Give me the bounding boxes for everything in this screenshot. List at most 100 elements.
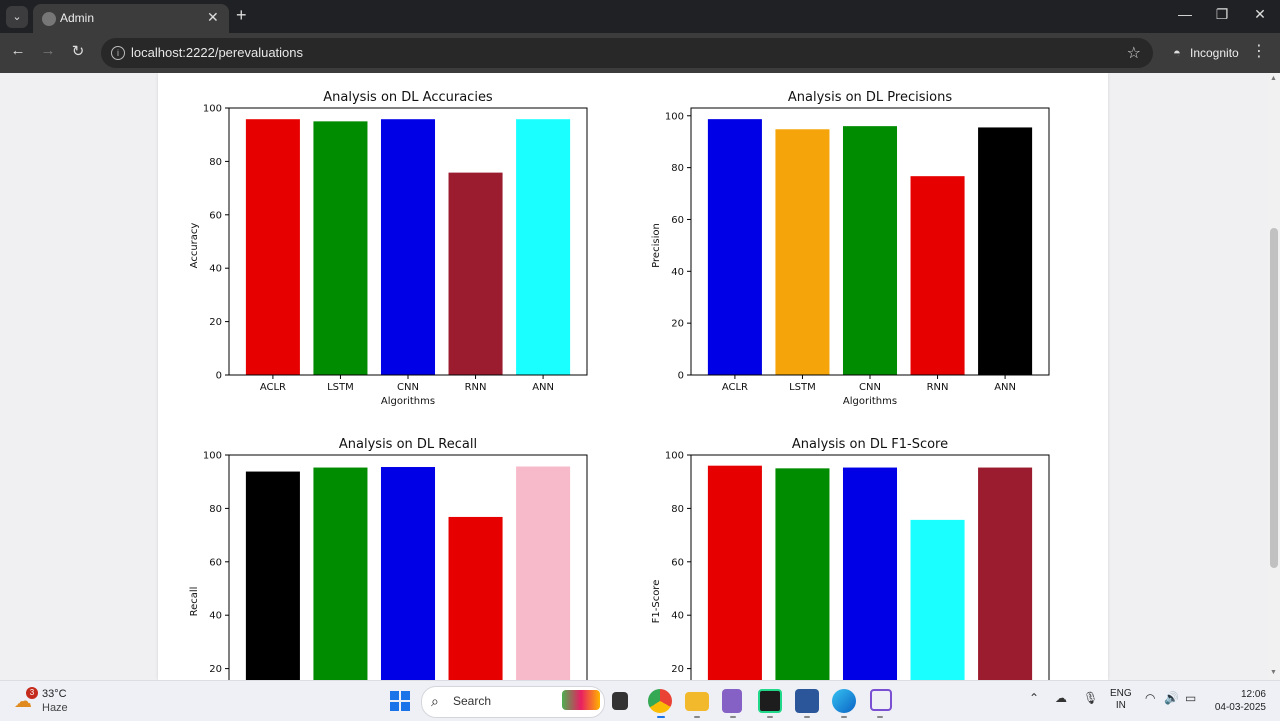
snipping-tool-icon[interactable] [870, 689, 892, 711]
search-label: Search [453, 694, 492, 708]
bar-cnn [842, 467, 898, 680]
x-tick-label: LSTM [789, 382, 816, 393]
visual-studio-icon[interactable] [722, 689, 742, 713]
forward-icon[interactable]: → [40, 42, 56, 59]
bar-lstm [775, 468, 830, 680]
x-tick-label: ACLR [722, 382, 748, 393]
plot-frame [690, 454, 1050, 680]
plot-frame [228, 454, 588, 680]
info-icon[interactable]: i [111, 46, 125, 60]
y-axis-label: Precision [651, 223, 662, 268]
bar-lstm [313, 121, 368, 375]
chart-title: Analysis on DL Precisions [788, 90, 952, 105]
tab-title: Admin [60, 11, 95, 25]
bar-cnn [842, 126, 898, 375]
windows-logo-icon [390, 691, 399, 700]
pycharm-icon[interactable] [758, 689, 782, 713]
chrome-icon[interactable] [648, 689, 672, 713]
scroll-up-icon[interactable]: ▲ [1270, 75, 1277, 82]
chart-title: Analysis on DL F1-Score [792, 437, 948, 452]
y-tick-label: 80 [671, 163, 684, 174]
scroll-down-icon[interactable]: ▼ [1270, 669, 1277, 676]
window-close-icon[interactable]: ✕ [1254, 6, 1266, 22]
widgets-icon[interactable] [562, 690, 600, 710]
weather-desc: Haze [42, 702, 68, 714]
bar-rnn [910, 176, 965, 375]
x-tick-label: ANN [994, 382, 1016, 393]
back-icon[interactable]: ← [10, 42, 26, 59]
search-icon: ⌕ [431, 693, 439, 709]
content-card: Analysis on DL Accuracies ACLR LSTM CNN RNN A… [158, 73, 1108, 680]
x-tick-label: ACLR [260, 382, 286, 393]
reload-icon[interactable]: ↻ [71, 43, 85, 60]
clock[interactable]: 12:06 04-03-2025 [1210, 688, 1266, 714]
tab-admin[interactable]: Admin ✕ [33, 4, 229, 33]
page-viewport: Analysis on DL Accuracies ACLR LSTM CNN RNN A… [0, 73, 1268, 680]
y-tick-label: 40 [671, 267, 684, 278]
restore-icon[interactable]: ❐ [1215, 6, 1229, 22]
y-tick-label: 100 [665, 111, 684, 122]
chevron-up-icon[interactable]: ⌃ [1029, 691, 1040, 705]
x-tick-label: RNN [465, 382, 487, 393]
minimize-icon[interactable]: — [1178, 6, 1192, 22]
x-tick-label: CNN [397, 382, 419, 393]
wifi-icon[interactable]: ◠ [1145, 691, 1156, 705]
chart-title: Analysis on DL Recall [339, 437, 477, 452]
x-tick-label: ANN [532, 382, 554, 393]
bar-rnn [448, 172, 503, 375]
clock-date: 04-03-2025 [1214, 702, 1266, 713]
microphone-icon[interactable]: 🎙 [1083, 691, 1099, 705]
y-tick-label: 40 [209, 264, 222, 275]
address-bar[interactable]: i localhost:2222/perevaluations ☆ [101, 38, 1153, 68]
globe-icon [42, 12, 56, 26]
y-tick-label: 20 [671, 664, 684, 675]
plus-icon[interactable]: + [236, 5, 247, 25]
windows-logo-pane [390, 702, 399, 711]
star-icon[interactable]: ☆ [1126, 45, 1141, 62]
kebab-menu-icon[interactable]: ⋮ [1251, 43, 1267, 60]
windows-logo-pane [401, 691, 410, 700]
tab-list-icon[interactable]: ⌄ [6, 6, 28, 28]
app-indicator [804, 716, 810, 718]
close-icon[interactable]: ✕ [207, 9, 219, 25]
onedrive-icon[interactable]: ☁ [1055, 691, 1067, 705]
app-indicator [877, 716, 883, 718]
windows-logo-pane [401, 702, 410, 711]
language-indicator[interactable]: ENG IN [1110, 688, 1132, 712]
volume-icon[interactable]: 🔊 [1164, 691, 1179, 705]
battery-icon[interactable]: ▭ [1185, 691, 1197, 705]
y-tick-label: 40 [209, 611, 222, 622]
file-icon[interactable] [612, 692, 628, 710]
browser-toolbar: ← → ↻ i localhost:2222/perevaluations ☆ … [0, 33, 1280, 73]
edge-icon[interactable] [832, 689, 856, 713]
y-tick-label: 100 [203, 104, 222, 115]
bar-ann [978, 467, 1033, 680]
scrollbar-thumb[interactable] [1270, 228, 1278, 568]
y-tick-label: 60 [209, 557, 222, 568]
lang-line2: IN [1115, 700, 1126, 711]
bar-ann [978, 127, 1033, 375]
lang-line1: ENG [1110, 688, 1132, 699]
start-button[interactable] [390, 691, 410, 711]
scrollbar[interactable]: ▲ ▼ [1268, 73, 1280, 680]
app-indicator [730, 716, 736, 718]
bar-rnn [910, 519, 965, 680]
incognito-indicator[interactable]: ◓ Incognito [1163, 39, 1245, 67]
file-explorer-icon[interactable] [685, 692, 709, 711]
plot-frame [690, 107, 1050, 376]
y-tick-label: 80 [209, 157, 222, 168]
y-tick-label: 100 [665, 451, 684, 462]
incognito-icon: ◓ [1173, 45, 1181, 60]
y-tick-label: 80 [671, 504, 684, 515]
url-text[interactable]: localhost:2222/perevaluations [131, 45, 304, 60]
app-indicator [767, 716, 773, 718]
notification-badge: 3 [26, 687, 38, 699]
bar-aclr [245, 119, 300, 375]
y-tick-label: 20 [209, 317, 222, 328]
y-tick-label: 0 [216, 371, 222, 382]
taskbar: ☁ 3 33°C Haze ⌕ Search ⌃ ☁ 🎙 ENG IN ◠ 🔊 … [0, 680, 1280, 721]
y-tick-label: 60 [209, 210, 222, 221]
word-icon[interactable] [795, 689, 819, 713]
y-tick-label: 20 [209, 664, 222, 675]
y-axis-label: Recall [189, 587, 200, 617]
